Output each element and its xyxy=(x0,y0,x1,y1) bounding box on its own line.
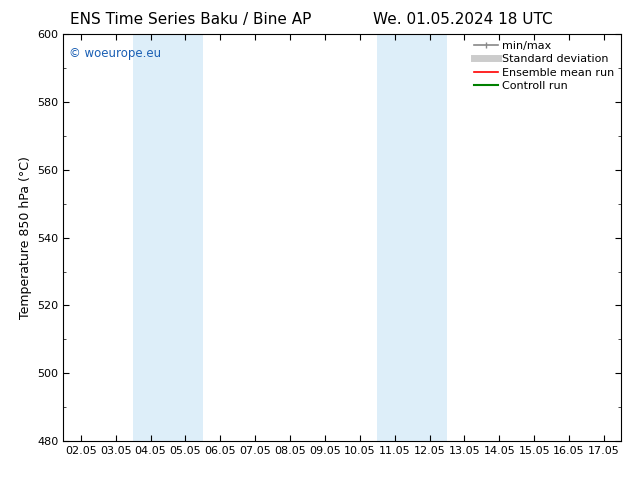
Legend: min/max, Standard deviation, Ensemble mean run, Controll run: min/max, Standard deviation, Ensemble me… xyxy=(469,37,619,96)
Bar xyxy=(377,34,447,441)
Y-axis label: Temperature 850 hPa (°C): Temperature 850 hPa (°C) xyxy=(19,156,32,319)
Text: © woeurope.eu: © woeurope.eu xyxy=(69,47,161,59)
Text: ENS Time Series Baku / Bine AP: ENS Time Series Baku / Bine AP xyxy=(70,12,311,27)
Text: We. 01.05.2024 18 UTC: We. 01.05.2024 18 UTC xyxy=(373,12,553,27)
Bar xyxy=(133,34,203,441)
